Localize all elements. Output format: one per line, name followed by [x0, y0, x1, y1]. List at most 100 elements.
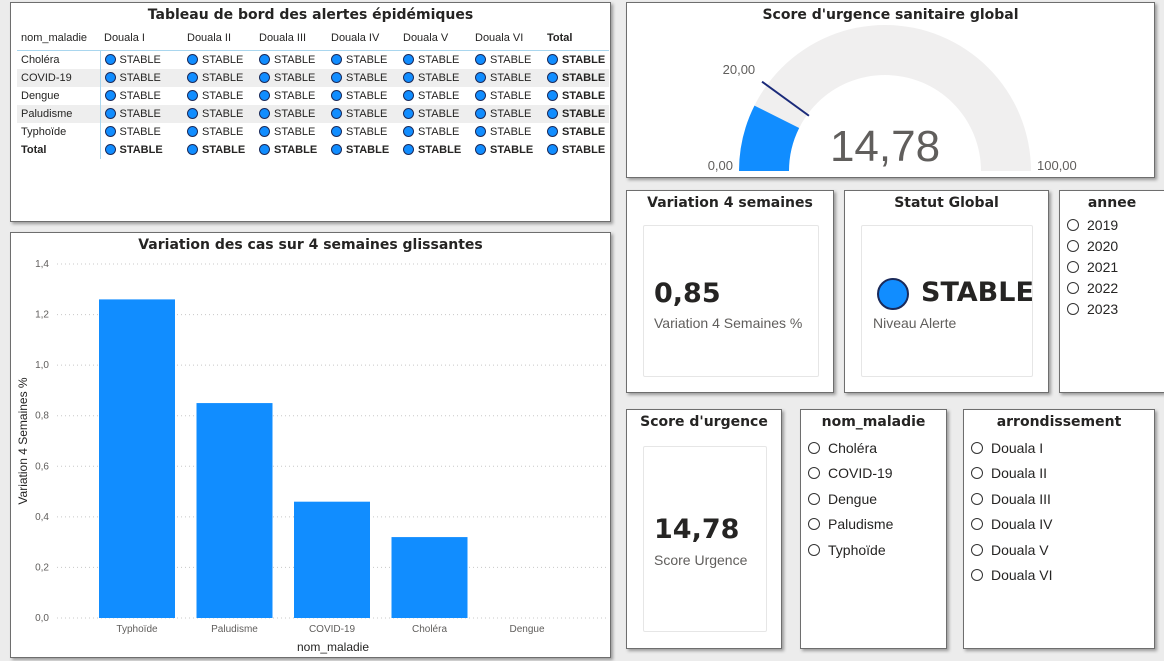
- bar-covid-19[interactable]: [294, 501, 370, 618]
- slicer-option-covid-19[interactable]: COVID-19: [808, 461, 893, 487]
- matrix-cell: STABLE: [255, 51, 327, 70]
- matrix-row-header: nom_maladie: [17, 25, 100, 51]
- matrix-row-label[interactable]: Typhoïde: [17, 123, 101, 141]
- status-dot-icon: [403, 126, 414, 137]
- slicer-option-2019[interactable]: 2019: [1067, 214, 1118, 235]
- variation-chart-panel: Variation des cas sur 4 semaines glissan…: [10, 232, 611, 658]
- radio-icon[interactable]: [1067, 218, 1079, 231]
- bar-paludisme[interactable]: [196, 403, 273, 618]
- radio-icon[interactable]: [1067, 239, 1079, 252]
- matrix-column-header[interactable]: Total: [543, 25, 610, 51]
- matrix-cell-status: STABLE: [202, 126, 244, 138]
- radio-icon[interactable]: [971, 492, 983, 505]
- matrix-row-label[interactable]: COVID-19: [17, 69, 101, 87]
- y-tick-label: 0,4: [35, 512, 49, 523]
- matrix-cell: STABLE: [100, 141, 183, 159]
- bar-cholera[interactable]: [391, 537, 468, 618]
- radio-icon[interactable]: [808, 543, 820, 556]
- matrix-column-header[interactable]: Douala IV: [327, 25, 399, 51]
- gauge-fill: [739, 105, 800, 171]
- gauge-track: [739, 25, 1031, 171]
- radio-icon[interactable]: [971, 543, 983, 556]
- radio-icon[interactable]: [1067, 260, 1079, 273]
- status-dot-icon: [475, 108, 486, 119]
- slicer-option-douala-v[interactable]: Douala V: [971, 537, 1052, 563]
- slicer-option-2020[interactable]: 2020: [1067, 235, 1118, 256]
- status-dot-icon: [475, 126, 486, 137]
- radio-icon[interactable]: [1067, 281, 1079, 294]
- matrix-cell: STABLE: [100, 51, 183, 70]
- matrix-column-header[interactable]: Douala III: [255, 25, 327, 51]
- matrix-cell-status: STABLE: [490, 108, 532, 120]
- year-slicer-title: annee: [1087, 195, 1137, 211]
- matrix-column-header[interactable]: Douala I: [100, 25, 183, 51]
- slicer-option-typhoide[interactable]: Typhoïde: [808, 537, 893, 563]
- matrix-row-total: Total STABLE STABLE STABLE STABLE STABLE STABL…: [17, 141, 609, 159]
- slicer-option-label: Douala I: [991, 439, 1044, 456]
- slicer-option-label: COVID-19: [828, 465, 893, 482]
- matrix-row-label[interactable]: Choléra: [17, 50, 101, 69]
- gauge-min-label: 0,00: [708, 158, 733, 173]
- radio-icon[interactable]: [971, 467, 983, 480]
- matrix-cell: STABLE: [100, 105, 183, 123]
- radio-icon[interactable]: [971, 569, 983, 582]
- slicer-option-douala-iii[interactable]: Douala III: [971, 486, 1052, 512]
- matrix-cell: STABLE: [471, 69, 543, 87]
- matrix-cell-status: STABLE: [490, 72, 532, 84]
- chart-title: Variation des cas sur 4 semaines glissan…: [138, 237, 483, 253]
- slicer-option-2021[interactable]: 2021: [1067, 256, 1118, 277]
- slicer-option-label: Dengue: [828, 490, 878, 507]
- radio-icon[interactable]: [971, 518, 983, 531]
- slicer-option-cholera[interactable]: Choléra: [808, 435, 893, 461]
- matrix-cell-status: STABLE: [202, 72, 244, 84]
- radio-icon[interactable]: [808, 441, 820, 454]
- bar-typhoide[interactable]: [99, 299, 175, 618]
- slicer-option-douala-iv[interactable]: Douala IV: [971, 512, 1052, 538]
- status-dot-icon: [259, 144, 270, 155]
- urgency-gauge-panel: Score d'urgence sanitaire global 14,78 0,…: [626, 2, 1155, 178]
- matrix-title: Tableau de bord des alertes épidémiques: [147, 7, 474, 23]
- matrix-cell: STABLE: [255, 141, 327, 159]
- matrix-cell: STABLE: [399, 51, 471, 70]
- matrix-cell-status: STABLE: [562, 108, 606, 120]
- slicer-option-2023[interactable]: 2023: [1067, 298, 1118, 319]
- matrix-cell: STABLE: [471, 87, 543, 105]
- x-tick-label: Typhoïde: [116, 624, 158, 635]
- slicer-option-douala-ii[interactable]: Douala II: [971, 461, 1052, 487]
- radio-icon[interactable]: [971, 441, 983, 454]
- slicer-option-2022[interactable]: 2022: [1067, 277, 1118, 298]
- status-dot-icon: [475, 90, 486, 101]
- radio-icon[interactable]: [1067, 302, 1079, 315]
- year-slicer: annee 2019 2020 2021 2022 2023: [1059, 190, 1164, 393]
- matrix-row-label[interactable]: Dengue: [17, 87, 101, 105]
- matrix-column-header[interactable]: Douala V: [399, 25, 471, 51]
- variation-label: Variation 4 Semaines %: [654, 315, 803, 331]
- radio-icon[interactable]: [808, 467, 820, 480]
- matrix-row-label[interactable]: Total: [17, 141, 101, 159]
- matrix-cell-status: STABLE: [418, 90, 460, 102]
- matrix-cell: STABLE: [183, 69, 255, 87]
- status-value: STABLE: [921, 277, 1034, 308]
- matrix-cell-status: STABLE: [346, 90, 388, 102]
- status-card-body: [861, 225, 1033, 377]
- slicer-option-paludisme[interactable]: Paludisme: [808, 512, 893, 538]
- matrix-cell-status: STABLE: [346, 108, 388, 120]
- radio-icon[interactable]: [808, 518, 820, 531]
- status-dot-icon: [331, 54, 342, 65]
- matrix-row-paludisme: Paludisme STABLE STABLE STABLE STABLE STABLE S…: [17, 105, 610, 123]
- matrix-cell-status: STABLE: [202, 54, 244, 66]
- matrix-row-label[interactable]: Paludisme: [17, 105, 101, 123]
- slicer-option-douala-vi[interactable]: Douala VI: [971, 563, 1052, 589]
- matrix-column-header[interactable]: Douala II: [183, 25, 255, 51]
- status-dot-icon: [475, 144, 486, 155]
- gauge-value: 14,78: [830, 122, 940, 171]
- matrix-cell: STABLE: [255, 105, 327, 123]
- x-axis-title: nom_maladie: [297, 640, 369, 654]
- slicer-option-douala-i[interactable]: Douala I: [971, 435, 1052, 461]
- variation-card-title: Variation 4 semaines: [647, 195, 813, 211]
- matrix-column-header[interactable]: Douala VI: [471, 25, 543, 51]
- radio-icon[interactable]: [808, 492, 820, 505]
- status-dot-icon: [547, 126, 558, 137]
- status-dot-icon: [331, 144, 342, 155]
- slicer-option-dengue[interactable]: Dengue: [808, 486, 893, 512]
